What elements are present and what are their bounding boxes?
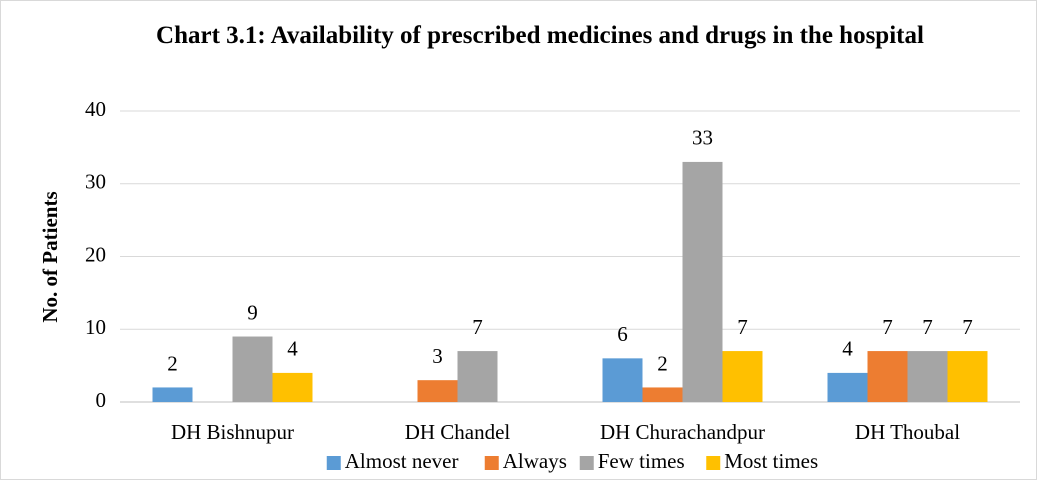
bar <box>867 351 908 402</box>
bar <box>722 351 763 402</box>
data-label: 3 <box>432 344 443 368</box>
bar <box>417 380 458 402</box>
y-axis-label: No. of Patients <box>38 191 62 322</box>
y-tick-label: 40 <box>85 97 106 121</box>
data-label: 2 <box>167 351 178 375</box>
data-label: 7 <box>922 315 933 339</box>
bar <box>232 336 273 402</box>
data-label: 6 <box>617 322 628 346</box>
y-tick-label: 0 <box>96 388 107 412</box>
y-tick-label: 30 <box>85 170 106 194</box>
bar <box>907 351 948 402</box>
data-label: 7 <box>882 315 893 339</box>
data-label: 4 <box>842 337 853 361</box>
x-tick-label: DH Bishnupur <box>171 420 294 444</box>
data-label: 4 <box>287 337 298 361</box>
bar <box>642 387 683 402</box>
bar <box>827 372 868 402</box>
x-tick-label: DH Churachandpur <box>600 420 765 444</box>
bar <box>947 351 988 402</box>
x-tick-label: DH Chandel <box>405 420 511 444</box>
bar <box>272 372 313 402</box>
legend-label: Most times <box>724 449 818 473</box>
chart-title: Chart 3.1: Availability of prescribed me… <box>156 22 924 49</box>
x-tick-label: DH Thoubal <box>855 420 960 444</box>
legend-swatch <box>326 456 341 470</box>
data-label: 9 <box>247 300 258 324</box>
y-tick-label: 10 <box>85 315 106 339</box>
legend-swatch <box>579 456 594 470</box>
legend-swatch <box>706 456 721 470</box>
legend-label: Few times <box>598 449 685 473</box>
data-label: 7 <box>737 315 748 339</box>
data-label: 2 <box>657 351 668 375</box>
y-tick-label: 20 <box>85 242 106 266</box>
data-label: 33 <box>692 126 713 150</box>
bar <box>457 351 498 402</box>
legend-label: Always <box>503 449 567 473</box>
bar <box>602 358 643 402</box>
data-label: 7 <box>472 315 483 339</box>
legend-label: Almost never <box>345 449 459 473</box>
bar <box>152 387 193 402</box>
legend-swatch <box>484 456 499 470</box>
data-label: 7 <box>962 315 973 339</box>
bar <box>682 161 723 402</box>
